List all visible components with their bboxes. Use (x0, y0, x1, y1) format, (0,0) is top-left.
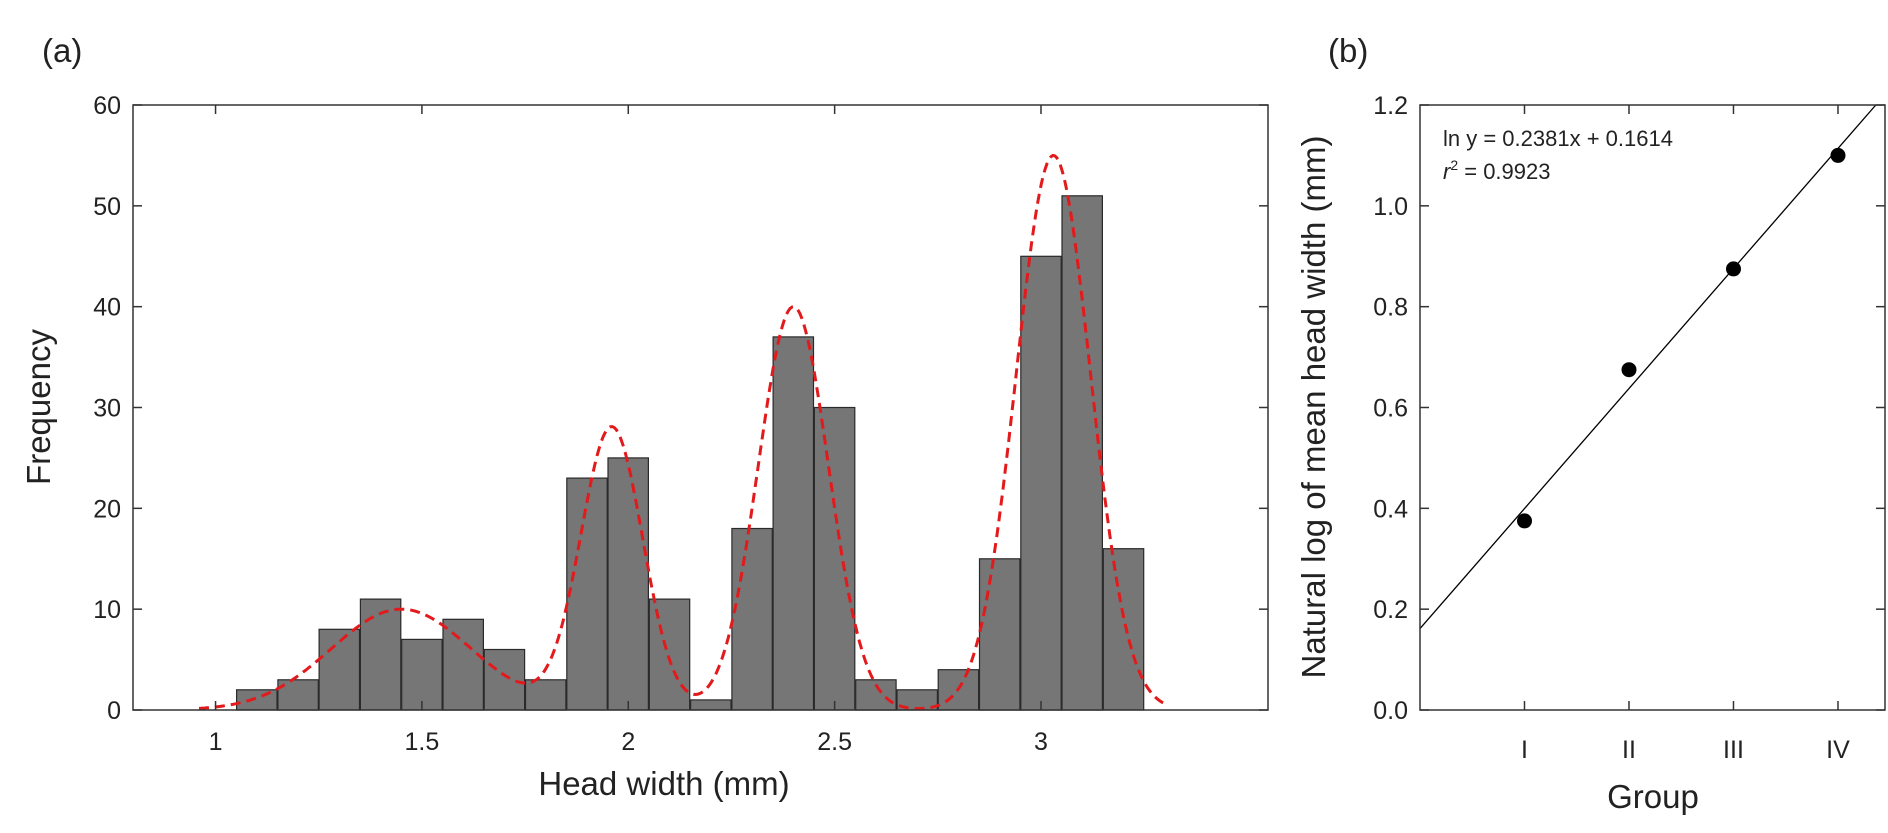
histogram-panel: (a) 0 10 20 30 40 50 60 1 1.5 2 2.5 3 Head width (m… (20, 32, 1269, 802)
histogram-bar (607, 457, 650, 711)
plot-b-frame (1419, 104, 1886, 711)
regression-line (1419, 104, 1877, 630)
data-point (1621, 362, 1637, 378)
scatter-points (1517, 147, 1846, 529)
x-tick-label: 1 (209, 728, 223, 756)
regression-line-group (1419, 104, 1877, 630)
y-tick-label: 0.6 (1373, 395, 1408, 423)
r-symbol: r (1443, 159, 1452, 184)
histogram-bar (483, 648, 526, 711)
r-exponent: 2 (1450, 157, 1458, 173)
y-axis-title-a: Frequency (20, 329, 57, 485)
fit-curve (198, 153, 1166, 710)
regression-equation: ln y = 0.2381x + 0.1614 (1443, 126, 1673, 151)
y-tick-label: 50 (93, 193, 121, 221)
histogram-bar (813, 406, 856, 711)
axis-ticks-b: 0.00.20.40.60.81.01.2I II III IV (1373, 92, 1885, 764)
y-tick-label: 40 (93, 294, 121, 322)
histogram-bar (978, 558, 1021, 711)
y-tick-label: 1.0 (1373, 193, 1408, 221)
fit-curves (198, 153, 1166, 710)
x-tick-label: 1.5 (405, 728, 440, 756)
histogram-bar (855, 679, 897, 711)
axis-ticks-a: 0 10 20 30 40 50 60 1 1.5 2 2.5 3 (93, 92, 1268, 756)
r-squared-value: = 0.9923 (1458, 159, 1550, 184)
y-tick-label: 30 (93, 395, 121, 423)
x-tick-label: 3 (1034, 728, 1048, 756)
y-tick-label: 0.8 (1373, 294, 1408, 322)
histogram-bar (524, 679, 567, 711)
x-tick-label: IV (1826, 736, 1850, 764)
data-point (1726, 261, 1741, 277)
y-tick-label: 10 (93, 596, 121, 624)
histogram-bar (1102, 548, 1145, 711)
panel-a-label: (a) (42, 32, 82, 69)
regression-panel: (b) 0.00.20.40.60.81.01.2I II III IV ln y =… (1295, 32, 1886, 815)
y-tick-label: 0.0 (1373, 697, 1408, 725)
x-tick-label: III (1723, 736, 1744, 764)
y-tick-label: 1.2 (1373, 92, 1408, 120)
y-tick-label: 60 (93, 92, 121, 120)
x-tick-label: 2.5 (817, 728, 852, 756)
histogram-bar (648, 598, 691, 711)
data-point (1517, 513, 1532, 529)
x-tick-label: 2 (621, 728, 635, 756)
y-axis-title-b: Natural log of mean head width (mm) (1295, 136, 1332, 679)
y-tick-label: 0.2 (1373, 596, 1408, 624)
histogram-bar (318, 628, 361, 711)
histogram-bars (236, 195, 1145, 711)
histogram-bar (359, 598, 402, 711)
histogram-bar (1061, 195, 1104, 711)
y-tick-label: 0.4 (1373, 495, 1408, 523)
histogram-bar (442, 618, 485, 711)
y-tick-label: 0 (107, 697, 121, 725)
y-tick-label: 20 (93, 495, 121, 523)
histogram-bar (566, 477, 608, 711)
histogram-bar (689, 699, 732, 711)
panel-b-label: (b) (1328, 32, 1368, 69)
x-tick-label: II (1622, 736, 1636, 764)
x-axis-title-a: Head width (mm) (538, 765, 789, 802)
histogram-bar (731, 527, 773, 711)
x-tick-label: I (1521, 736, 1528, 764)
r-squared-annotation: r2 = 0.9923 (1443, 157, 1551, 184)
histogram-bar (401, 638, 443, 711)
x-axis-title-b: Group (1607, 778, 1699, 815)
data-point (1830, 147, 1846, 163)
histogram-bar (772, 336, 815, 711)
histogram-bar (1020, 255, 1062, 711)
